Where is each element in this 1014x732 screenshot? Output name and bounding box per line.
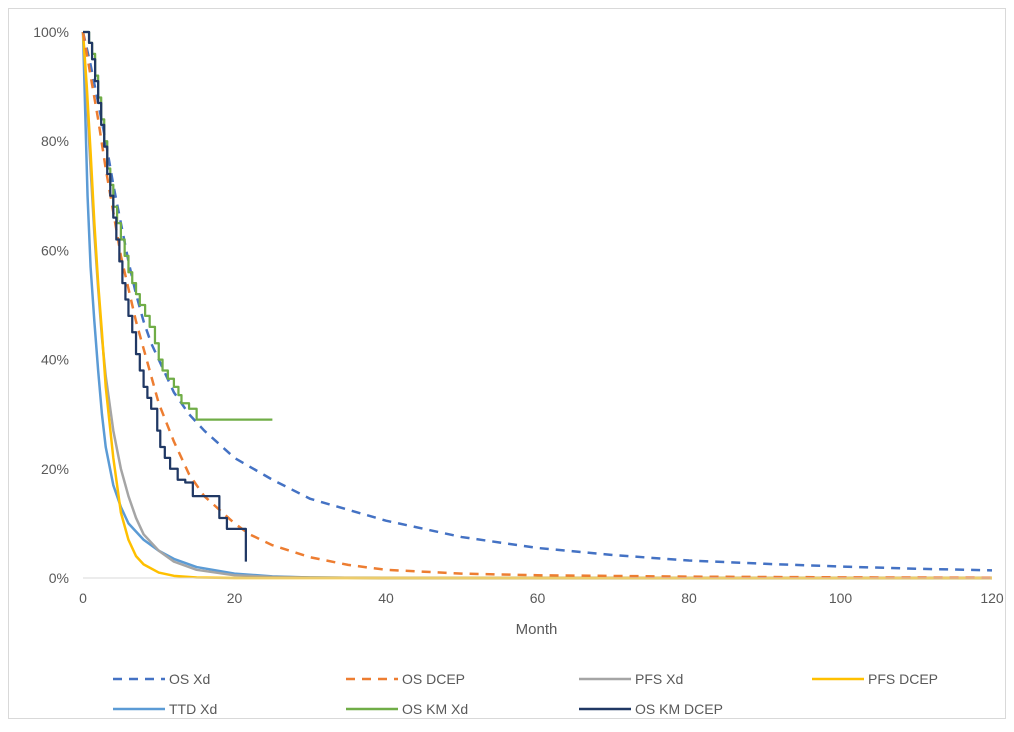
legend-label: PFS DCEP [868,671,938,687]
legend-label: OS DCEP [402,671,465,687]
x-tick-label: 80 [681,590,697,606]
series-line-os-km-dcep [83,30,247,562]
axes: 0 20 40 60 80 100 120 0% 20% 40% 60% 80% 100% Month [33,24,1004,638]
legend: OS Xd OS DCEP PFS Xd PFS DCEP TTD Xd OS KM Xd… [113,671,938,717]
x-axis-title: Month [516,621,558,638]
x-tick-label: 0 [79,590,87,606]
y-tick-label: 0% [49,570,69,586]
series-line-os-km-xd [83,30,273,421]
y-tick-label: 60% [41,242,69,258]
series-line-pfs-dcep [81,31,992,580]
x-tick-label: 20 [227,590,243,606]
plot-area [81,30,993,580]
legend-label: TTD Xd [169,701,217,717]
legend-label: OS KM DCEP [635,701,723,717]
y-tick-label: 40% [41,352,69,368]
y-tick-label: 20% [41,461,69,477]
legend-label: PFS Xd [635,671,683,687]
x-tick-label: 40 [378,590,394,606]
series-line-os-xd [81,31,993,572]
x-tick-label: 120 [980,590,1004,606]
y-tick-label: 80% [41,133,69,149]
y-tick-label: 100% [33,24,69,40]
legend-label: OS Xd [169,671,210,687]
x-tick-label: 100 [829,590,853,606]
series-line-os-dcep [81,31,993,579]
legend-label: OS KM Xd [402,701,468,717]
x-tick-label: 60 [530,590,546,606]
